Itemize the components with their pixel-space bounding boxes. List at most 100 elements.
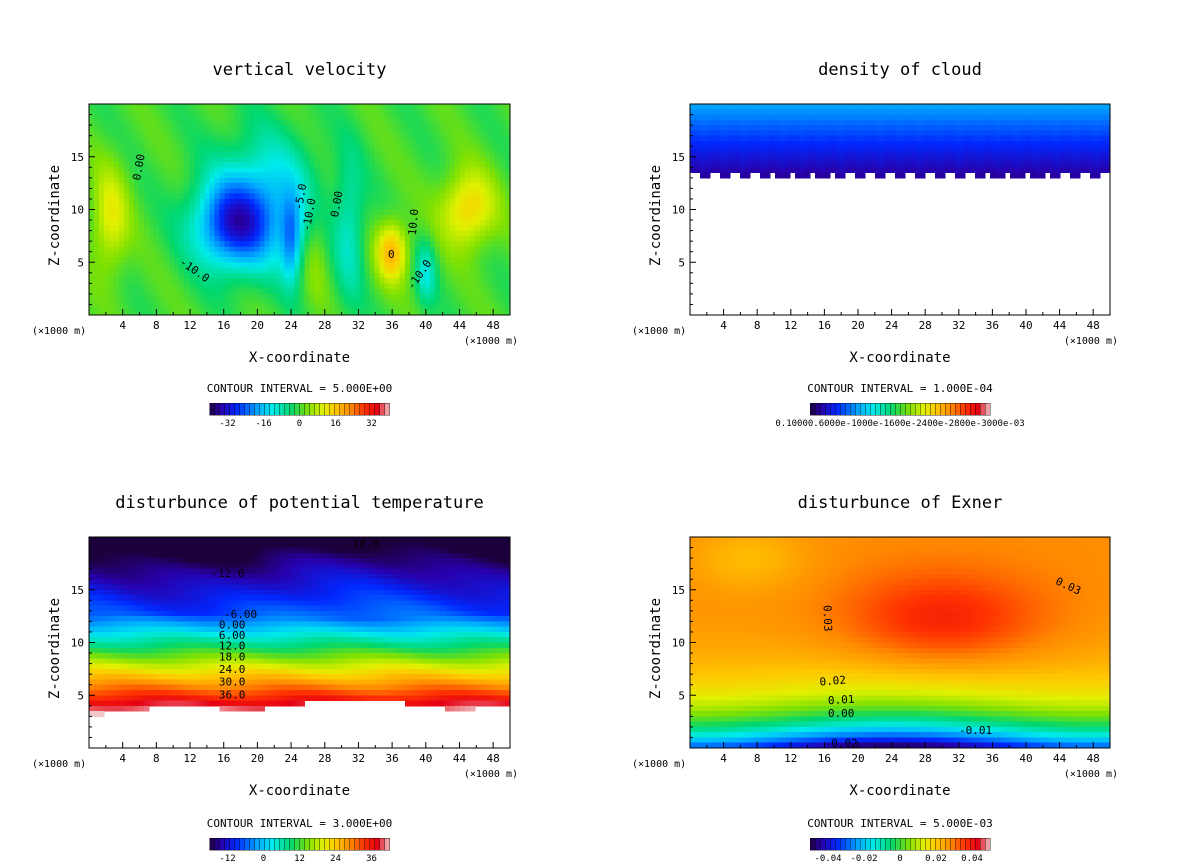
field-cell: [214, 299, 220, 306]
field-cell: [164, 177, 170, 184]
x-tick-label: 8: [754, 319, 761, 332]
field-cell: [279, 146, 286, 153]
field-cell: [329, 283, 336, 290]
field-cell: [109, 705, 115, 712]
field-cell: [169, 198, 175, 205]
field-cell: [850, 151, 856, 158]
field-cell: [89, 193, 95, 200]
field-cell: [1085, 151, 1091, 158]
field-cell: [104, 637, 110, 644]
field-cell: [985, 140, 991, 147]
field-cell: [424, 262, 431, 269]
field-cell: [299, 177, 306, 184]
field-cell: [760, 104, 766, 110]
field-cell: [715, 146, 721, 153]
field-cell: [479, 156, 486, 163]
field-cell: [950, 135, 956, 142]
field-cell: [840, 125, 846, 131]
field-cell: [434, 177, 441, 184]
field-cell: [970, 167, 976, 174]
field-cell: [394, 204, 401, 211]
field-cell: [389, 109, 396, 116]
field-cell: [474, 214, 481, 221]
field-cell: [790, 151, 796, 158]
field-cell: [219, 188, 225, 195]
field-cell: [99, 146, 105, 153]
field-cell: [219, 119, 225, 126]
field-cell: [499, 288, 506, 295]
field-cell: [459, 193, 466, 200]
field-cell: [304, 198, 311, 205]
field-cell: [935, 114, 941, 121]
field-cell: [209, 151, 215, 158]
field-cell: [124, 256, 130, 263]
field-cell: [234, 146, 240, 153]
field-cell: [359, 225, 366, 232]
field-cell: [404, 188, 411, 195]
field-cell: [690, 130, 696, 137]
field-cell: [740, 114, 746, 121]
field-cell: [910, 125, 916, 131]
field-cell: [119, 114, 125, 121]
field-cell: [229, 209, 235, 216]
field-cell: [359, 146, 366, 153]
field-cell: [134, 246, 140, 253]
field-cell: [880, 140, 886, 147]
field-cell: [309, 193, 316, 200]
field-cell: [139, 109, 145, 116]
field-cell: [1005, 114, 1011, 121]
field-cell: [239, 135, 245, 142]
field-cell: [760, 146, 766, 153]
field-cell: [730, 109, 736, 116]
field-cell: [424, 278, 431, 284]
field-cell: [835, 109, 841, 116]
field-cell: [184, 214, 190, 221]
field-cell: [424, 309, 431, 316]
field-cell: [700, 114, 706, 121]
colorbar-label: -16: [255, 419, 271, 429]
field-cell: [104, 626, 110, 633]
field-cell: [184, 119, 190, 126]
field-cell: [289, 162, 296, 168]
field-cell: [134, 262, 140, 269]
field-cell: [710, 119, 716, 126]
field-cell: [394, 283, 401, 290]
field-cell: [404, 114, 411, 121]
field-cell: [89, 235, 95, 242]
field-cell: [935, 162, 941, 168]
field-cell: [89, 579, 95, 586]
field-cell: [364, 214, 371, 221]
field-cell: [850, 146, 856, 153]
field-cell: [249, 156, 255, 163]
field-cell: [244, 235, 250, 242]
field-cell: [234, 214, 240, 221]
field-cell: [224, 272, 230, 279]
field-cell: [499, 246, 506, 253]
field-cell: [384, 272, 391, 279]
field-cell: [865, 125, 871, 131]
field-cell: [1035, 104, 1041, 110]
field-cell: [329, 256, 336, 263]
field-cell: [99, 637, 105, 644]
field-cell: [449, 246, 456, 253]
field-cell: [114, 272, 120, 279]
field-cell: [454, 151, 461, 158]
field-cell: [289, 167, 296, 174]
field-cell: [785, 167, 791, 174]
field-cell: [880, 125, 886, 131]
field-cell: [469, 135, 476, 142]
field-cell: [1090, 104, 1096, 110]
field-cell: [840, 151, 846, 158]
field-cell: [154, 246, 160, 253]
field-cell: [900, 140, 906, 147]
field-cell: [159, 193, 165, 200]
field-cell: [284, 114, 291, 121]
field-cell: [139, 272, 145, 279]
field-cell: [139, 162, 145, 168]
field-cell: [469, 183, 476, 190]
field-cell: [835, 146, 841, 153]
field-cell: [775, 167, 781, 174]
field-cell: [439, 235, 446, 242]
field-cell: [755, 140, 761, 147]
field-cell: [329, 135, 336, 142]
